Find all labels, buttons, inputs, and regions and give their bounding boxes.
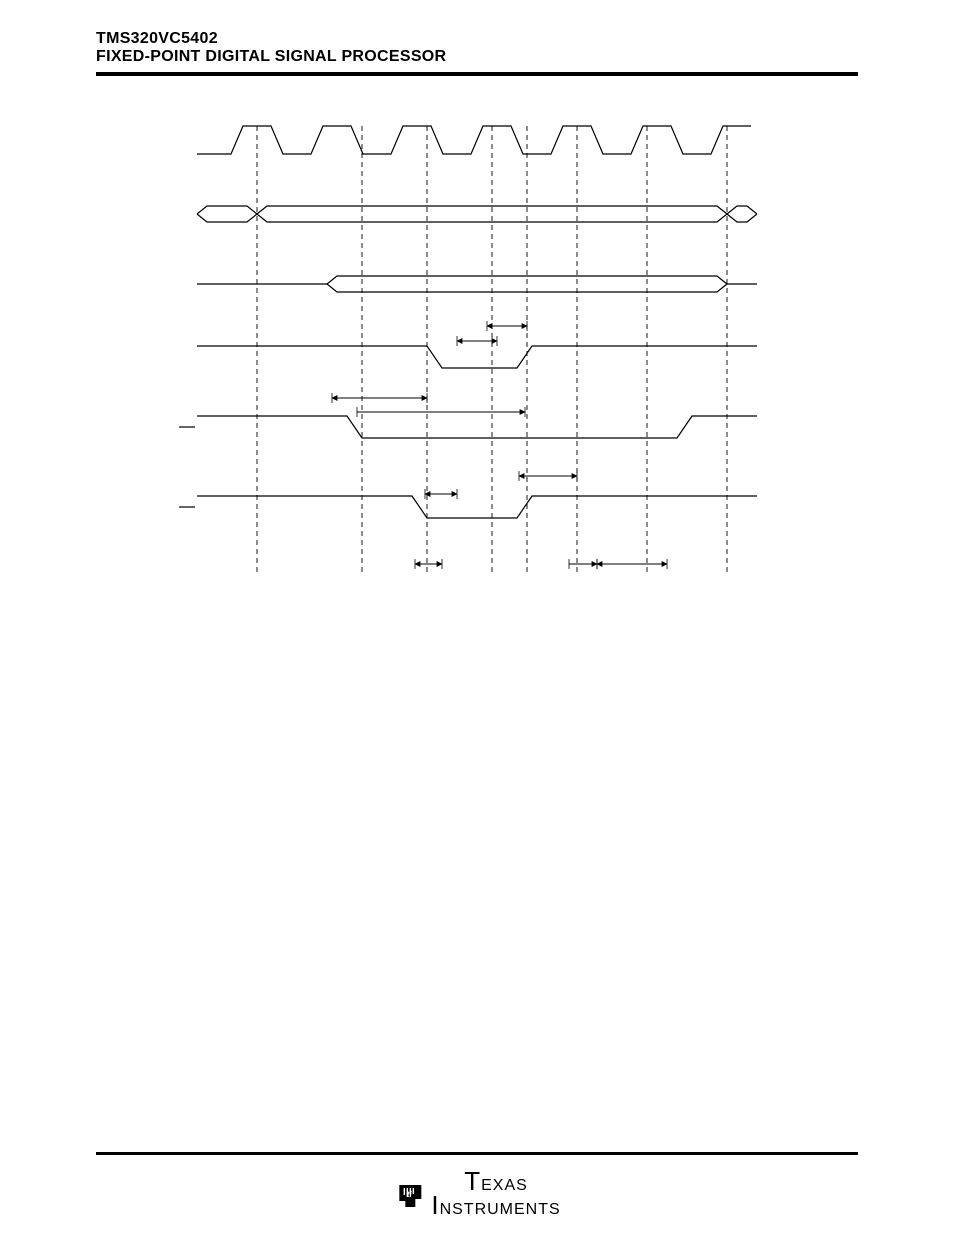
svg-text:ti: ti: [407, 1190, 413, 1199]
header-rule: [96, 72, 858, 76]
timing-diagram: [197, 116, 757, 596]
ti-chip-icon: ti: [393, 1177, 427, 1211]
timing-diagram-svg: [197, 116, 757, 596]
title-line-1: TMS320VC5402: [96, 30, 858, 48]
ti-logo: ti TEXAS INSTRUMENTS: [393, 1170, 560, 1217]
brand-line-1: TEXAS: [431, 1170, 560, 1193]
footer-rule: [96, 1152, 858, 1155]
footer: [96, 1152, 858, 1155]
title-line-2: FIXED-POINT DIGITAL SIGNAL PROCESSOR: [96, 48, 858, 66]
document-header: TMS320VC5402 FIXED-POINT DIGITAL SIGNAL …: [96, 30, 858, 76]
brand-line-2: INSTRUMENTS: [431, 1194, 560, 1217]
